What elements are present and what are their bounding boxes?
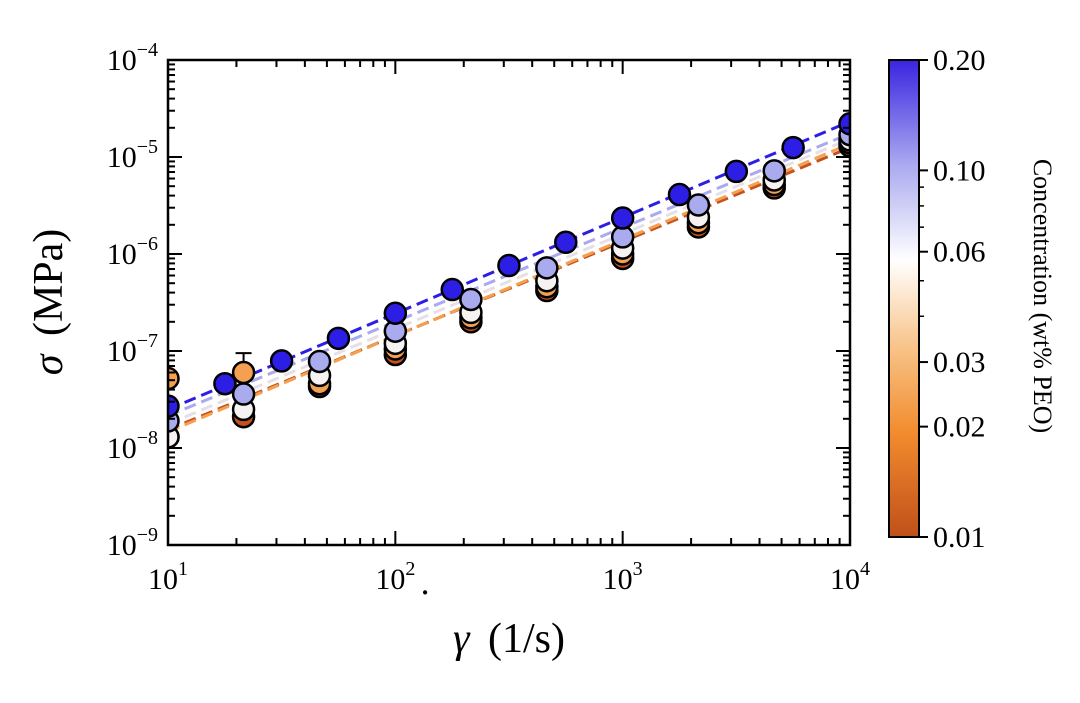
y-tick-label-exponent: −5 bbox=[137, 136, 158, 158]
x-tick-label: 102 bbox=[375, 558, 415, 596]
y-tick-label-exponent: −4 bbox=[137, 39, 158, 61]
data-point bbox=[762, 159, 786, 183]
x-tick-label-base: 10 bbox=[830, 563, 860, 596]
plot-frame bbox=[166, 58, 852, 547]
data-point bbox=[554, 230, 578, 255]
colorbar-tick-labels: 0.20 0.10 0.06 0.03 0.02 0.01 bbox=[933, 44, 986, 554]
x-tick-label-exponent: 3 bbox=[633, 558, 643, 580]
y-tick-label-exponent: −8 bbox=[137, 427, 158, 449]
y-tick-label-exponent: −7 bbox=[137, 330, 158, 352]
x-tick-label-exponent: 2 bbox=[405, 558, 415, 580]
data-point bbox=[213, 371, 237, 396]
y-tick-label-exponent: −6 bbox=[137, 233, 158, 255]
axis-ticks bbox=[167, 60, 850, 546]
fit-line bbox=[168, 142, 850, 434]
x-tick-label-base: 10 bbox=[148, 563, 178, 596]
data-point bbox=[231, 360, 256, 385]
x-tick-label: 104 bbox=[830, 558, 870, 596]
data-point bbox=[383, 301, 408, 326]
y-tick-label: 10−5 bbox=[107, 136, 158, 174]
x-axis-label: γ (1/s) bbox=[453, 616, 565, 662]
y-tick-label-base: 10 bbox=[107, 238, 137, 271]
colorbar-tick-label: 0.06 bbox=[933, 236, 986, 269]
data-point bbox=[326, 326, 351, 351]
y-axis-label: σ (MPa) bbox=[26, 229, 72, 376]
data-point bbox=[667, 182, 692, 207]
colorbar-tick-label: 0.20 bbox=[933, 44, 986, 77]
colorbar-tick-label: 0.01 bbox=[933, 521, 986, 554]
x-axis-symbol: γ bbox=[453, 616, 471, 662]
x-tick-label: 103 bbox=[603, 558, 643, 596]
colorbar-tick-label: 0.10 bbox=[933, 154, 986, 187]
colorbar-ticks bbox=[919, 59, 928, 538]
data-point bbox=[838, 112, 850, 136]
fit-line bbox=[168, 137, 850, 426]
data-point bbox=[269, 349, 294, 373]
data-point bbox=[459, 287, 483, 312]
y-tick-label: 10−4 bbox=[107, 39, 158, 77]
data-point bbox=[724, 159, 749, 184]
x-tick-label: 101 bbox=[148, 558, 188, 596]
x-axis-unit: (1/s) bbox=[488, 616, 565, 662]
data-point bbox=[231, 382, 256, 406]
y-tick-label: 10−7 bbox=[107, 330, 158, 368]
y-tick-label-base: 10 bbox=[107, 432, 137, 465]
colorbar-tick-label: 0.03 bbox=[933, 346, 986, 379]
x-tick-label-base: 10 bbox=[375, 563, 405, 596]
colorbar-title: Concentration (wt% PEO) bbox=[1028, 159, 1057, 433]
data-point bbox=[440, 277, 465, 302]
colorbar-tick-label: 0.02 bbox=[933, 411, 986, 444]
x-axis-symbol-dot: ˙ bbox=[418, 581, 431, 626]
data-points bbox=[168, 112, 850, 449]
y-tick-label-base: 10 bbox=[107, 529, 137, 562]
y-axis-unit: (MPa) bbox=[26, 229, 72, 336]
y-tick-label-base: 10 bbox=[107, 141, 137, 174]
y-tick-label: 10−8 bbox=[107, 427, 158, 465]
data-point bbox=[497, 253, 521, 278]
x-tick-label-exponent: 4 bbox=[860, 558, 870, 580]
data-point bbox=[535, 256, 559, 280]
data-point bbox=[307, 349, 332, 374]
y-tick-label: 10−9 bbox=[107, 524, 158, 562]
y-tick-label-base: 10 bbox=[107, 44, 137, 77]
y-axis-symbol: σ bbox=[26, 352, 72, 375]
x-tick-label-base: 10 bbox=[603, 563, 633, 596]
data-point bbox=[610, 206, 635, 230]
colorbar bbox=[888, 59, 920, 538]
data-point bbox=[781, 135, 805, 160]
y-tick-label: 10−6 bbox=[107, 233, 158, 271]
y-tick-label-base: 10 bbox=[107, 335, 137, 368]
data-point bbox=[686, 193, 711, 217]
x-tick-label-exponent: 1 bbox=[178, 558, 188, 580]
y-tick-label-exponent: −9 bbox=[137, 524, 158, 546]
